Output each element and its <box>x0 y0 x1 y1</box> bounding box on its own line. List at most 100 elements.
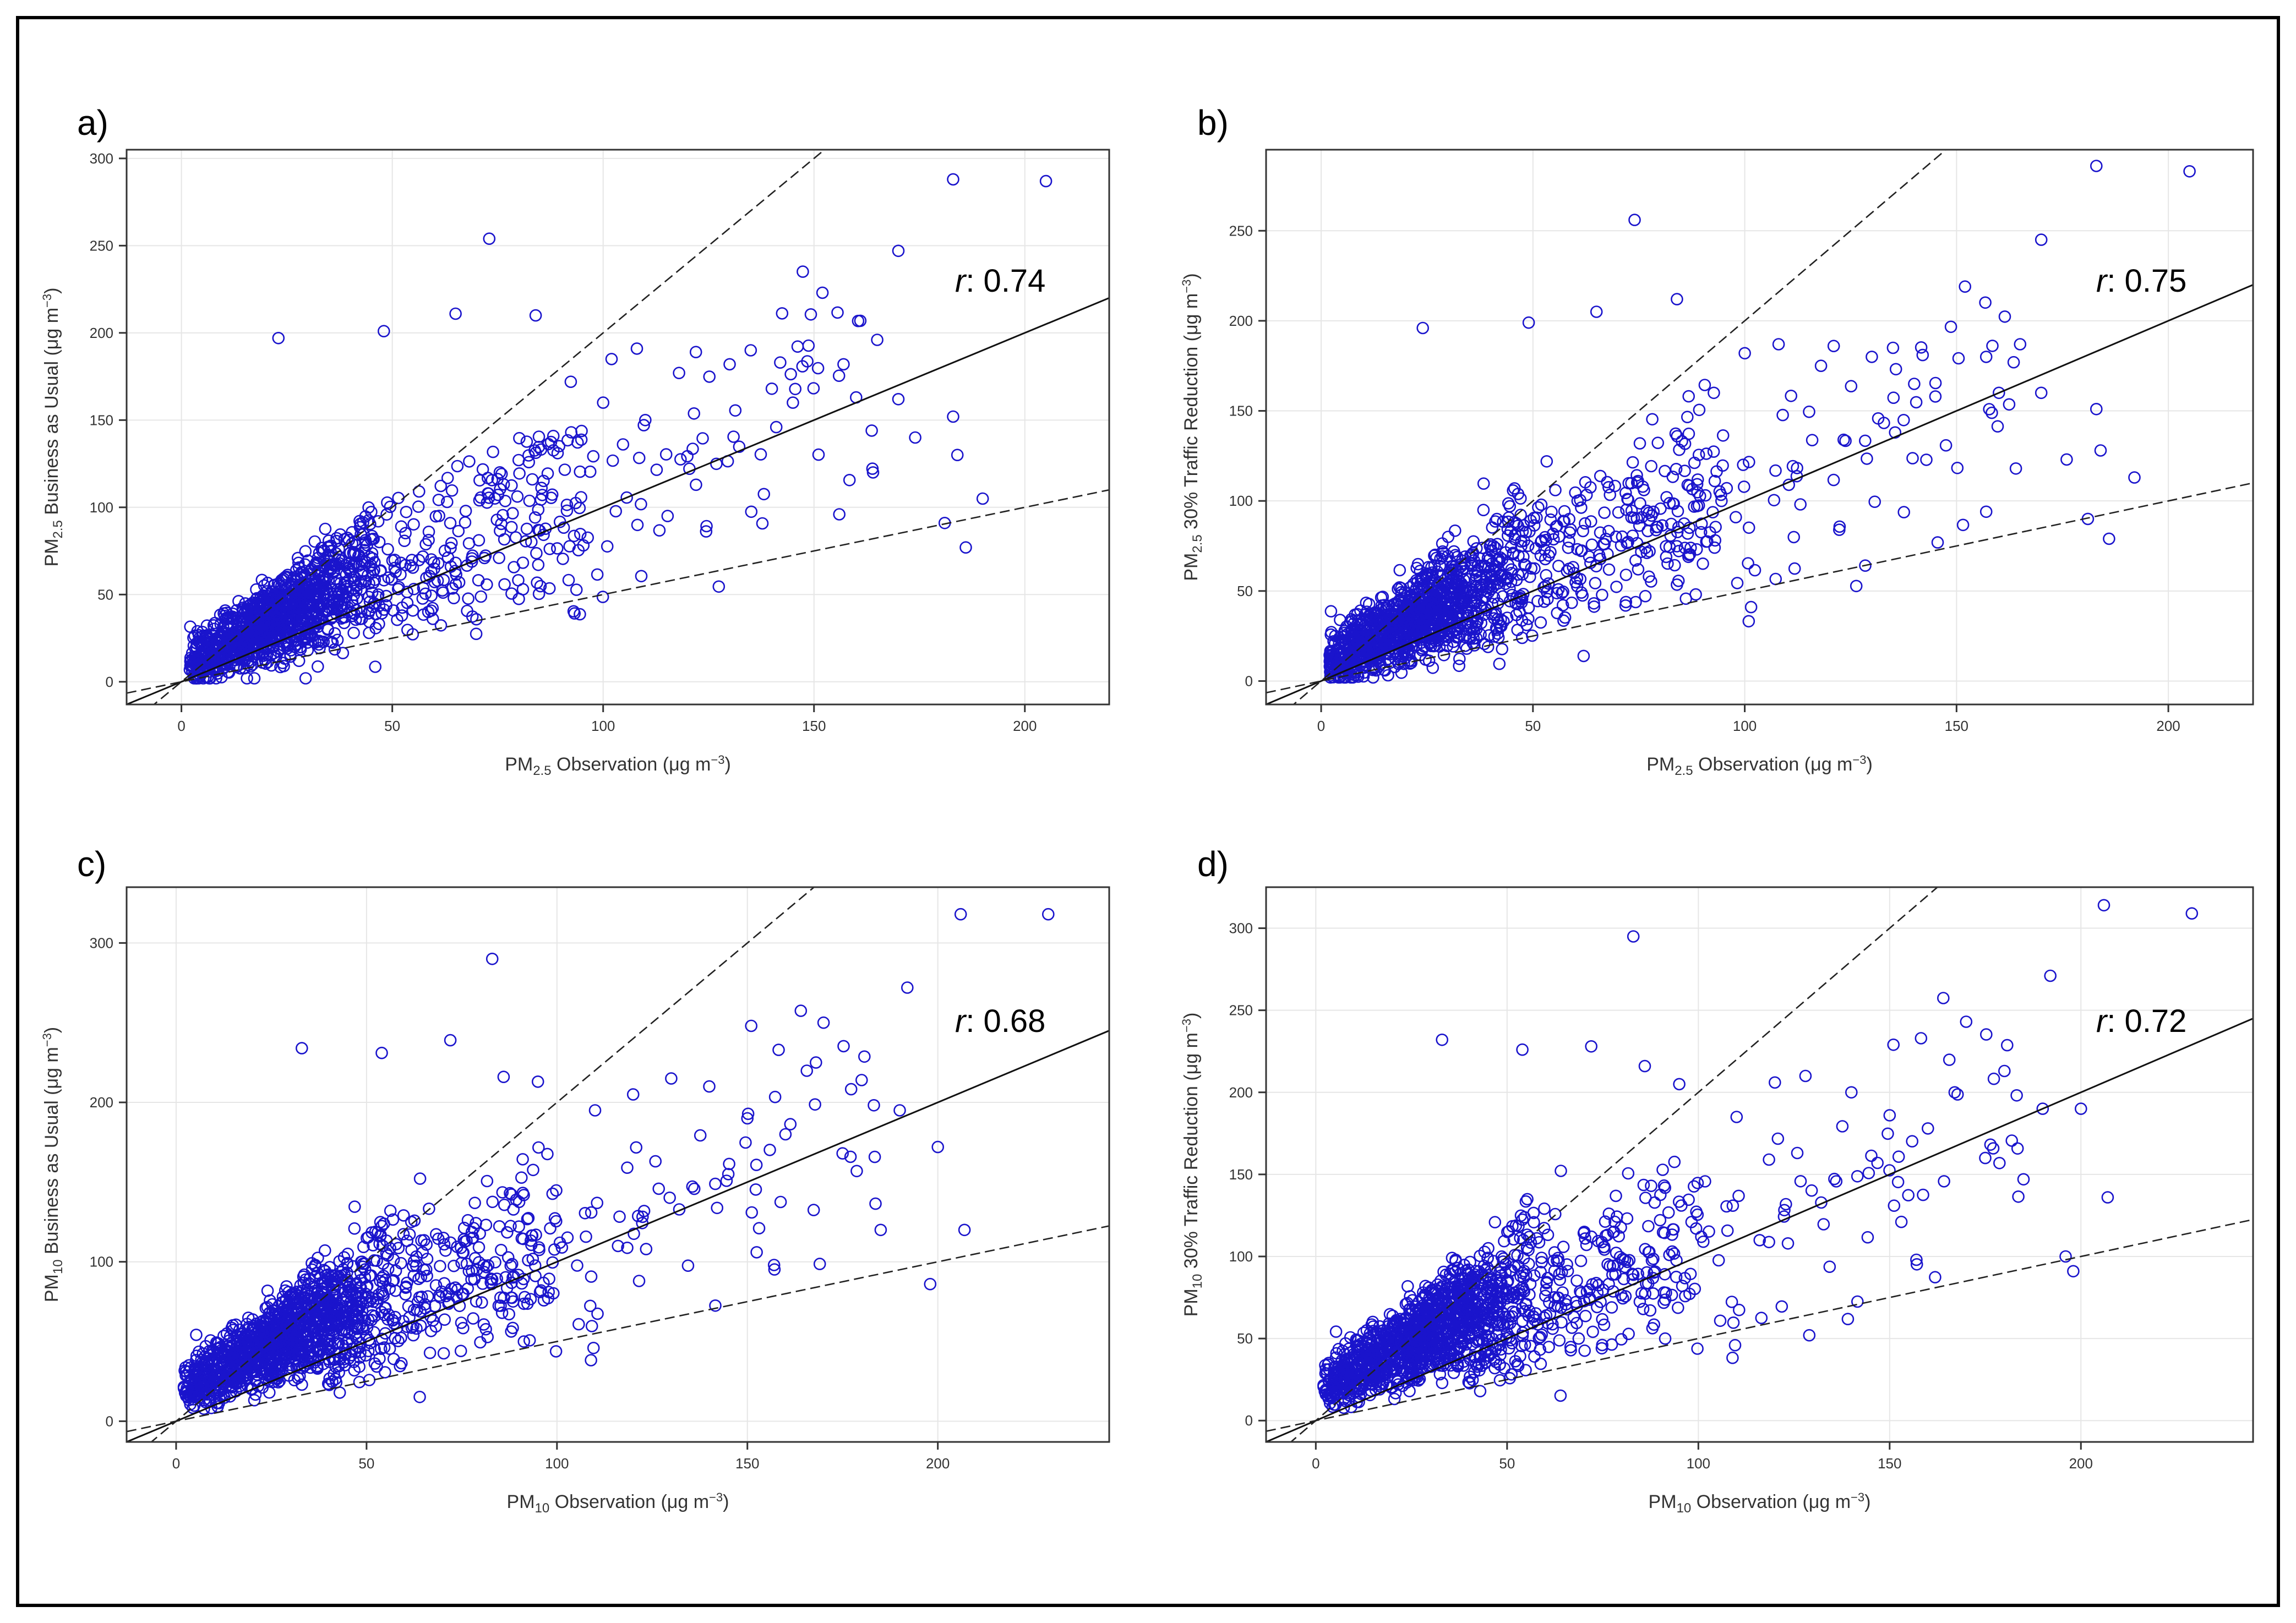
data-point <box>515 1232 528 1245</box>
data-point <box>504 1259 517 1272</box>
data-point <box>833 508 846 521</box>
data-point <box>1861 452 1873 465</box>
data-point <box>1671 430 1684 442</box>
data-point <box>229 653 242 666</box>
data-point <box>1983 403 1995 416</box>
data-point <box>1511 1358 1524 1371</box>
x-tick-label: 0 <box>172 1455 180 1472</box>
plot-area <box>126 149 1110 706</box>
data-point <box>694 1129 707 1142</box>
data-point <box>789 382 801 396</box>
data-point <box>395 609 408 622</box>
data-point <box>1453 652 1466 665</box>
data-point <box>542 1292 555 1304</box>
data-point <box>1513 605 1526 618</box>
scatter-points <box>183 173 1052 685</box>
data-point <box>420 1238 433 1251</box>
y-tick-label: 200 <box>90 1094 113 1111</box>
data-point <box>1979 505 1993 518</box>
data-point <box>197 649 210 663</box>
data-point <box>293 594 306 608</box>
data-point <box>293 598 306 611</box>
data-point <box>322 1330 335 1343</box>
data-point <box>561 1231 574 1244</box>
x-axis-label: PM2.5 Observation (μg m−3) <box>505 753 731 778</box>
data-point <box>395 1357 408 1370</box>
x-tick-label: 0 <box>177 718 185 734</box>
data-point <box>1521 1193 1534 1206</box>
data-point <box>516 1153 529 1166</box>
data-point <box>565 426 577 439</box>
data-point <box>472 534 486 547</box>
data-point <box>1897 413 1910 427</box>
data-point <box>1806 434 1819 447</box>
data-point <box>326 1269 339 1282</box>
data-point <box>591 1196 603 1209</box>
data-point <box>351 1287 364 1299</box>
data-point <box>1823 1260 1836 1273</box>
data-point <box>490 1272 504 1285</box>
data-point <box>468 1196 481 1209</box>
data-point <box>310 1331 323 1343</box>
data-point <box>354 1336 367 1349</box>
data-point <box>1477 504 1490 517</box>
data-point <box>1502 572 1514 585</box>
data-point <box>1693 403 1706 417</box>
data-point <box>429 1228 443 1241</box>
data-point <box>404 559 417 572</box>
data-point <box>1400 616 1414 630</box>
data-point <box>1345 624 1358 637</box>
data-point <box>1549 484 1562 496</box>
data-point <box>422 525 435 538</box>
data-point <box>1681 411 1694 424</box>
data-point <box>1768 494 1781 507</box>
data-point <box>333 1386 346 1399</box>
data-point <box>346 594 359 607</box>
data-point <box>768 1263 781 1276</box>
data-point <box>504 1220 517 1232</box>
data-point <box>196 642 209 654</box>
data-point <box>1042 908 1055 921</box>
data-point <box>869 1197 882 1210</box>
data-point <box>481 472 494 484</box>
data-point <box>239 638 252 651</box>
data-point <box>544 1222 557 1235</box>
data-point <box>1469 566 1482 580</box>
data-point <box>321 623 335 636</box>
data-point <box>389 1284 402 1297</box>
data-point <box>487 445 499 458</box>
data-point <box>444 1034 457 1047</box>
data-point <box>1563 535 1575 548</box>
data-point <box>377 1287 389 1300</box>
data-point <box>181 1382 193 1395</box>
data-point <box>397 1209 410 1222</box>
data-point <box>2005 1134 2018 1147</box>
data-point <box>319 1265 332 1277</box>
data-point <box>1986 340 1999 352</box>
data-point <box>370 1360 383 1373</box>
data-point <box>1388 602 1401 615</box>
panel-letter: b) <box>1197 103 1229 143</box>
data-point <box>192 672 205 685</box>
data-point <box>812 448 825 461</box>
x-tick-label: 100 <box>545 1455 569 1472</box>
data-point <box>1670 1270 1683 1283</box>
data-point <box>1515 631 1529 644</box>
x-axis-label: PM10 Observation (μg m−3) <box>507 1490 729 1516</box>
data-point <box>217 1330 230 1342</box>
data-point <box>1502 529 1514 542</box>
data-point <box>1406 617 1419 630</box>
data-point <box>355 558 368 571</box>
data-point <box>355 613 368 625</box>
data-point <box>951 449 964 462</box>
data-point <box>710 457 723 471</box>
data-point <box>365 1314 378 1326</box>
data-point <box>1542 577 1555 590</box>
data-point <box>1436 550 1449 563</box>
data-point <box>1510 517 1523 530</box>
data-point <box>1646 413 1659 426</box>
data-point <box>1720 482 1733 495</box>
data-point <box>505 587 518 600</box>
data-point <box>515 1171 528 1184</box>
